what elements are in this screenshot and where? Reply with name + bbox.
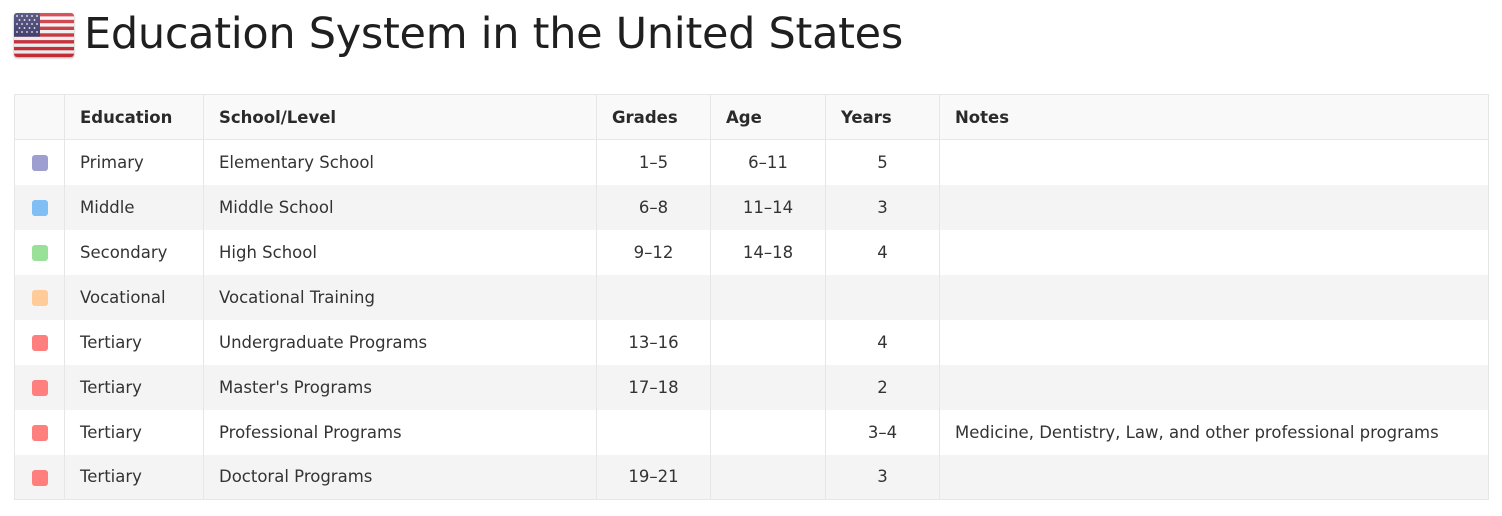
notes-cell: Medicine, Dentistry, Law, and other prof… — [939, 409, 1489, 455]
age-cell: 6–11 — [710, 139, 826, 185]
years-cell: 3 — [825, 454, 940, 500]
years-cell: 2 — [825, 364, 940, 410]
column-header-color — [14, 94, 65, 140]
school-level-cell: Elementary School — [203, 139, 597, 185]
column-header-grades: Grades — [596, 94, 711, 140]
education-cell: Tertiary — [64, 454, 204, 500]
age-cell — [710, 454, 826, 500]
table-row: Tertiary Professional Programs 3–4 Medicine… — [14, 409, 1489, 455]
school-level-cell: Middle School — [203, 184, 597, 230]
column-header-education: Education — [64, 94, 204, 140]
grades-cell: 17–18 — [596, 364, 711, 410]
years-cell: 4 — [825, 319, 940, 365]
table-row: Secondary High School 9–12 14–18 4 — [14, 229, 1489, 275]
table-row: Vocational Vocational Training — [14, 274, 1489, 320]
category-color-swatch — [31, 469, 48, 486]
school-level-cell: Undergraduate Programs — [203, 319, 597, 365]
age-cell — [710, 274, 826, 320]
color-swatch-cell — [14, 139, 65, 185]
table-row: Tertiary Undergraduate Programs 13–16 4 — [14, 319, 1489, 365]
category-color-swatch — [31, 200, 48, 216]
page-title: Education System in the United States — [84, 9, 903, 59]
category-color-swatch — [31, 155, 48, 172]
grades-cell: 6–8 — [596, 184, 711, 230]
us-flag-icon — [14, 13, 74, 57]
category-color-swatch — [31, 245, 48, 261]
school-level-cell: Vocational Training — [203, 274, 597, 320]
notes-cell — [939, 364, 1489, 410]
color-swatch-cell — [14, 454, 65, 500]
color-swatch-cell — [14, 229, 65, 275]
school-level-cell: Master's Programs — [203, 364, 597, 410]
column-header-age: Age — [710, 94, 826, 140]
grades-cell: 1–5 — [596, 139, 711, 185]
years-cell — [825, 274, 940, 320]
table-row: Primary Elementary School 1–5 6–11 5 — [14, 139, 1489, 185]
education-cell: Vocational — [64, 274, 204, 320]
education-cell: Secondary — [64, 229, 204, 275]
age-cell: 14–18 — [710, 229, 826, 275]
color-swatch-cell — [14, 319, 65, 365]
column-header-years: Years — [825, 94, 940, 140]
category-color-swatch — [31, 335, 48, 351]
grades-cell: 19–21 — [596, 454, 711, 500]
notes-cell — [939, 274, 1489, 320]
header: Education System in the United States — [14, 6, 903, 62]
color-swatch-cell — [14, 409, 65, 455]
table-row: Middle Middle School 6–8 11–14 3 — [14, 184, 1489, 230]
age-cell — [710, 319, 826, 365]
color-swatch-cell — [14, 364, 65, 410]
age-cell — [710, 409, 826, 455]
category-color-swatch — [31, 425, 48, 441]
category-color-swatch — [31, 380, 48, 396]
notes-cell — [939, 319, 1489, 365]
table-row: Tertiary Doctoral Programs 19–21 3 — [14, 454, 1489, 500]
table-row: Tertiary Master's Programs 17–18 2 — [14, 364, 1489, 410]
years-cell: 4 — [825, 229, 940, 275]
education-cell: Middle — [64, 184, 204, 230]
education-cell: Tertiary — [64, 409, 204, 455]
education-cell: Primary — [64, 139, 204, 185]
education-table: Education School/Level Grades Age Years … — [14, 94, 1489, 500]
grades-cell — [596, 409, 711, 455]
color-swatch-cell — [14, 274, 65, 320]
color-swatch-cell — [14, 184, 65, 230]
table-header-row: Education School/Level Grades Age Years … — [14, 94, 1489, 140]
grades-cell: 9–12 — [596, 229, 711, 275]
age-cell: 11–14 — [710, 184, 826, 230]
school-level-cell: Professional Programs — [203, 409, 597, 455]
grades-cell — [596, 274, 711, 320]
notes-cell — [939, 184, 1489, 230]
education-cell: Tertiary — [64, 364, 204, 410]
notes-cell — [939, 454, 1489, 500]
years-cell: 3–4 — [825, 409, 940, 455]
school-level-cell: High School — [203, 229, 597, 275]
education-cell: Tertiary — [64, 319, 204, 365]
years-cell: 5 — [825, 139, 940, 185]
column-header-school-level: School/Level — [203, 94, 597, 140]
school-level-cell: Doctoral Programs — [203, 454, 597, 500]
notes-cell — [939, 229, 1489, 275]
column-header-notes: Notes — [939, 94, 1489, 140]
category-color-swatch — [31, 290, 48, 306]
years-cell: 3 — [825, 184, 940, 230]
notes-cell — [939, 139, 1489, 185]
grades-cell: 13–16 — [596, 319, 711, 365]
age-cell — [710, 364, 826, 410]
